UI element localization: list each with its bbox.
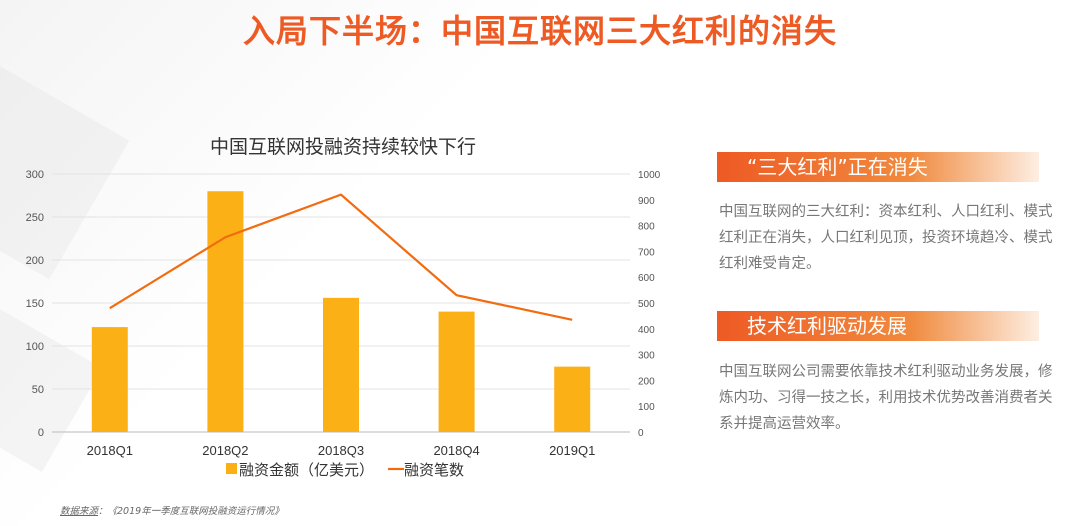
section-text-tech-bonus: 中国互联网公司需要依靠技术红利驱动业务发展，修炼内功、习得一技之长，利用技术优势…	[719, 364, 1053, 432]
section-text-bonus-disappearing: 中国互联网的三大红利：资本红利、人口红利、模式红利正在消失，人口红利见顶，投资环…	[719, 204, 1053, 272]
y-tick-label: 0	[38, 427, 44, 439]
y2-tick-label: 300	[638, 351, 655, 362]
y2-tick-label: 400	[638, 325, 655, 336]
y2-tick-label: 700	[638, 247, 655, 258]
legend-label-line: 融资笔数	[404, 462, 464, 479]
chart-title: 中国互联网投融资持续较快下行	[210, 136, 476, 158]
x-tick-label: 2018Q4	[433, 443, 479, 458]
y2-tick-label: 500	[638, 299, 655, 310]
y2-tick-label: 600	[638, 273, 655, 284]
y2-tick-label: 900	[638, 196, 655, 207]
y2-tick-label: 0	[638, 428, 644, 439]
bar	[438, 311, 475, 432]
chart: 中国互联网投融资持续较快下行 0 50 100 150 200 250 300 0 100 20…	[26, 136, 661, 479]
bar	[323, 297, 359, 432]
y2-tick-label: 1000	[638, 170, 661, 181]
x-tick-label: 2019Q1	[549, 443, 595, 458]
data-source: 数据来源：《2019年一季度互联网投融资运行情况》	[60, 503, 284, 517]
x-tick-label: 2018Q1	[87, 443, 133, 458]
section-header-tech-bonus: 技术红利驱动发展	[717, 311, 1039, 341]
y-tick-label: 250	[26, 212, 44, 224]
series-line	[109, 193, 573, 321]
bar	[207, 191, 244, 432]
data-source-text: ：《2019年一季度互联网投融资运行情况》	[98, 506, 284, 517]
x-tick-label: 2018Q3	[318, 443, 364, 458]
y-tick-label: 150	[26, 298, 44, 310]
legend-swatch-bar	[226, 463, 237, 474]
y2-tick-label: 100	[638, 402, 655, 413]
y-tick-label: 100	[26, 341, 44, 353]
y-tick-label: 200	[26, 255, 44, 267]
bar	[91, 327, 128, 432]
y-tick-label: 50	[32, 384, 44, 396]
y2-tick-label: 200	[638, 376, 655, 387]
x-tick-label: 2018Q2	[202, 443, 248, 458]
data-source-label: 数据来源	[60, 506, 99, 517]
page-title: 入局下半场：中国互联网三大红利的消失	[242, 12, 837, 50]
section-header-bonus-disappearing: “三大红利”正在消失	[717, 152, 1039, 182]
y-tick-label: 300	[26, 169, 44, 181]
bar	[554, 366, 591, 432]
legend-label-bar: 融资金额（亿美元）	[239, 462, 374, 479]
y2-tick-label: 800	[638, 222, 655, 233]
